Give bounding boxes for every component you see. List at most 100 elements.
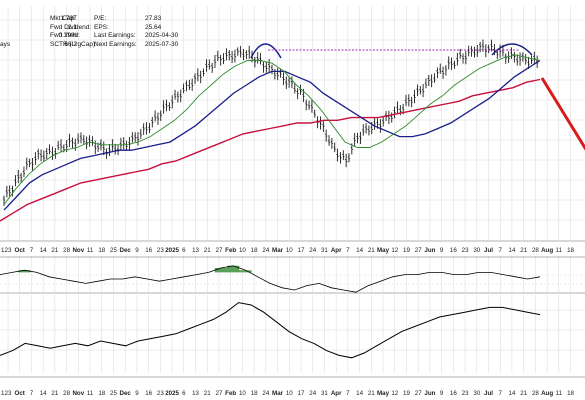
x-tick-label: 16 xyxy=(450,390,457,397)
x-tick-label: 1 xyxy=(1,390,5,397)
x-tick-label: 24 xyxy=(309,390,316,397)
sctr-label: SCTR (LrgCap): xyxy=(50,40,97,48)
x-tick-label: 27 xyxy=(216,247,223,254)
x-tick-label: 13 xyxy=(192,247,199,254)
oscillator-fill xyxy=(6,265,498,273)
header-left-values: 1.79T 2.1 0.29% 66.2 xyxy=(59,15,77,49)
x-tick-label: 16 xyxy=(450,247,457,254)
x-tick-label: 23 xyxy=(157,247,164,254)
x-tick-label: 14 xyxy=(40,247,47,254)
x-tick-label: 30 xyxy=(473,390,480,397)
x-tick-label: Dec xyxy=(120,390,132,397)
oscillator-line xyxy=(0,265,541,293)
x-tick-label: Oct xyxy=(15,247,25,254)
x-tick-label: 18 xyxy=(251,390,258,397)
x-tick-label: 14 xyxy=(356,390,363,397)
x-tick-label: 31 xyxy=(321,247,328,254)
x-tick-label: Oct xyxy=(15,390,25,397)
header-right-labels: P/E: EPS: Last Earnings: Next Earnings: xyxy=(94,15,137,49)
ma-long-line xyxy=(0,78,541,222)
x-tick-label: Jul xyxy=(484,390,493,397)
x-tick-label: 11 xyxy=(87,247,94,254)
x-tick-label: 25 xyxy=(110,390,117,397)
x-tick-label: 23 xyxy=(462,390,469,397)
x-tick-label: 13 xyxy=(192,390,199,397)
x-tick-label: 10 xyxy=(286,390,293,397)
x-tick-label: 21 xyxy=(51,390,58,397)
x-tick-label: 2025 xyxy=(165,247,179,254)
x-tick-label: May xyxy=(377,390,390,397)
ma-mid-line xyxy=(3,59,541,211)
x-tick-label: 24 xyxy=(309,247,316,254)
x-tick-label: Dec xyxy=(120,247,132,254)
x-tick-label: 18 xyxy=(567,390,574,397)
x-tick-label: Jul xyxy=(484,247,493,254)
x-tick-label: 21 xyxy=(520,247,527,254)
ma-short-line xyxy=(3,54,541,205)
last-earnings-value: 2025-04-30 xyxy=(145,32,179,40)
price-panel xyxy=(0,39,585,222)
x-tick-label: 18 xyxy=(251,247,258,254)
eps-label: EPS: xyxy=(94,23,109,31)
x-tick-label: 10 xyxy=(239,390,246,397)
x-tick-label: 19 xyxy=(403,247,410,254)
x-tick-label: 25 xyxy=(110,247,117,254)
fwd-yield-label: Fwd Yield: xyxy=(50,32,80,40)
x-tick-label: 7 xyxy=(499,390,503,397)
x-tick-label: 6 xyxy=(182,247,186,254)
x-tick-label: Aug xyxy=(541,247,553,254)
x-tick-label: 23 xyxy=(5,390,12,397)
x-axis-labels-bottom: 1 23 Oct 7 14 21 28 Nov 11 18 25 Dec 9 16 23 2025 6 13 21 2… xyxy=(1,390,575,397)
x-tick-label: Feb xyxy=(225,247,236,254)
x-tick-label: 10 xyxy=(286,247,293,254)
oscillator-panel xyxy=(0,265,541,293)
mkt-cap-label: Mkt Cap: xyxy=(50,15,77,22)
x-tick-label: 16 xyxy=(145,390,152,397)
x-tick-label: 21 xyxy=(368,247,375,254)
header-left-labels: Mkt Cap: Fwd Dividend: Fwd Yield: SCTR (… xyxy=(50,15,97,49)
x-tick-label: 7 xyxy=(30,390,34,397)
x-tick-label: 30 xyxy=(473,247,480,254)
x-tick-label: 7 xyxy=(346,247,350,254)
x-tick-label: 18 xyxy=(567,247,574,254)
eps-value: 25.64 xyxy=(145,23,162,31)
x-tick-label: 27 xyxy=(415,390,422,397)
x-tick-label: 31 xyxy=(321,390,328,397)
fwd-dividend-value: 2.1 xyxy=(67,23,77,31)
x-tick-label: 21 xyxy=(204,390,211,397)
x-tick-label: Aug xyxy=(541,390,553,397)
x-tick-label: 27 xyxy=(216,390,223,397)
x-tick-label: 2025 xyxy=(165,390,179,397)
x-tick-label: 1 xyxy=(1,247,5,254)
edge-label: ays xyxy=(0,41,11,48)
x-tick-label: 17 xyxy=(298,247,305,254)
sctr-value: 66.2 xyxy=(64,40,77,48)
x-tick-label: 27 xyxy=(415,247,422,254)
x-tick-label: 14 xyxy=(40,390,47,397)
x-tick-label: 9 xyxy=(135,390,139,397)
x-tick-label: 14 xyxy=(356,247,363,254)
x-tick-label: 14 xyxy=(509,390,516,397)
mkt-cap-value: 1.79T xyxy=(60,15,77,22)
x-tick-label: 11 xyxy=(556,247,563,254)
x-tick-label: 23 xyxy=(157,390,164,397)
x-tick-label: 6 xyxy=(182,390,186,397)
momentum-line xyxy=(0,302,541,359)
fwd-dividend-label: Fwd Dividend: xyxy=(50,23,92,31)
x-tick-label: 28 xyxy=(63,390,70,397)
x-tick-label: Jun xyxy=(424,390,435,397)
x-tick-label: 18 xyxy=(98,247,105,254)
x-tick-label: 24 xyxy=(262,247,269,254)
next-earnings-label: Next Earnings: xyxy=(94,40,137,48)
x-tick-label: Feb xyxy=(225,390,236,397)
x-tick-label: 12 xyxy=(391,390,398,397)
x-tick-label: 14 xyxy=(509,247,516,254)
x-tick-label: 9 xyxy=(440,247,444,254)
x-tick-label: 21 xyxy=(368,390,375,397)
x-tick-label: Mar xyxy=(272,247,284,254)
x-tick-label: 19 xyxy=(403,390,410,397)
x-tick-label: 9 xyxy=(135,247,139,254)
x-tick-label: 24 xyxy=(262,390,269,397)
x-tick-label: 17 xyxy=(298,390,305,397)
